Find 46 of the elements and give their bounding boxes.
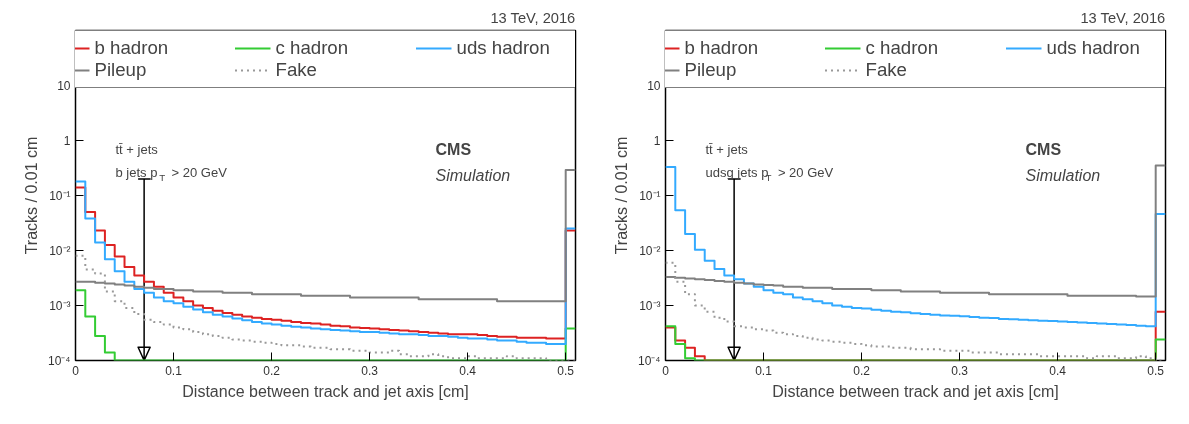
x-tick-label: 0.1: [755, 363, 773, 378]
x-tick-label: 0.2: [263, 363, 281, 378]
x-tick-label: 0.3: [361, 363, 379, 378]
x-tick-label: 0.5: [557, 363, 575, 378]
y-tick-label: 10⁻¹: [49, 188, 71, 203]
annotation: tt̄ + jets: [705, 141, 749, 157]
y-tick-label: 1: [63, 133, 71, 148]
legend-label: c hadron: [865, 37, 940, 59]
legend-label: uds hadron: [456, 37, 551, 59]
y-axis-title: Tracks / 0.01 cm: [613, 136, 630, 255]
legend-label: Fake: [275, 59, 318, 81]
legend-label: b hadron: [684, 37, 760, 59]
y-tick-label: 10⁻³: [49, 298, 71, 313]
y-tick-label: 10⁻⁴: [638, 353, 661, 368]
chart-title: 13 TeV, 2016: [490, 9, 576, 26]
legend-label: b hadron: [94, 37, 170, 59]
x-tick-label: 0.3: [951, 363, 969, 378]
y-axis-title: Tracks / 0.01 cm: [23, 136, 40, 255]
legend-label: uds hadron: [1046, 37, 1141, 59]
x-axis-title: Distance between track and jet axis [cm]: [772, 382, 1059, 400]
x-tick-label: 0.5: [1147, 363, 1165, 378]
legend-label: c hadron: [275, 37, 350, 59]
y-tick-label: 10⁻⁴: [48, 353, 71, 368]
chart-title: 13 TeV, 2016: [1080, 9, 1166, 26]
y-tick-label: 10⁻³: [639, 298, 661, 313]
x-tick-label: 0.2: [853, 363, 871, 378]
y-tick-label: 10: [57, 78, 71, 93]
annotation: CMS: [435, 140, 472, 158]
annotation: Simulation: [1025, 167, 1101, 185]
y-tick-label: 10⁻¹: [639, 188, 661, 203]
y-tick-label: 10⁻²: [639, 243, 661, 258]
x-axis-title: Distance between track and jet axis [cm]: [182, 382, 469, 400]
y-tick-label: 10: [647, 78, 661, 93]
annotation: tt̄ + jets: [115, 141, 159, 157]
annotation: CMS: [1025, 140, 1062, 158]
legend-label: Fake: [865, 59, 908, 81]
x-tick-label: 0.4: [459, 363, 477, 378]
y-tick-label: 1: [653, 133, 661, 148]
annotation: Simulation: [435, 167, 511, 185]
x-tick-label: 0: [72, 363, 80, 378]
x-tick-label: 0.1: [165, 363, 183, 378]
legend-label: Pileup: [94, 59, 148, 81]
y-tick-label: 10⁻²: [49, 243, 71, 258]
legend-label: Pileup: [684, 59, 738, 81]
x-tick-label: 0: [662, 363, 670, 378]
x-tick-label: 0.4: [1049, 363, 1067, 378]
